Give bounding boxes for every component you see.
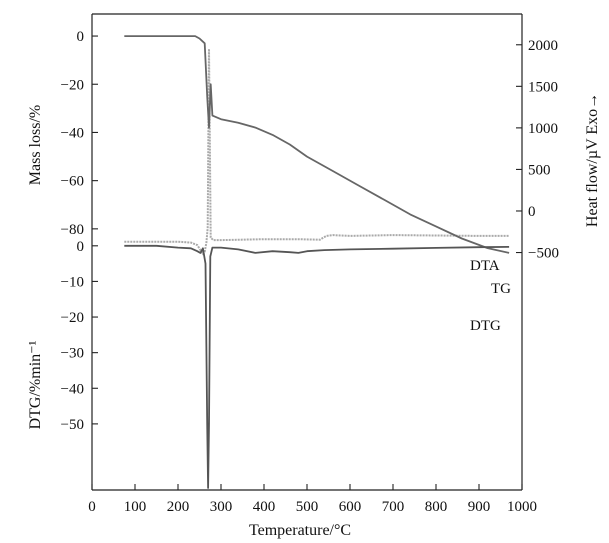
mass-loss-tick-label: −80 [61, 222, 84, 238]
x-axis-ticks: 0 100 200 300 400 500 600 700 800 900 1000 [88, 484, 537, 515]
heat-flow-axis-label: Heat flow/µV Exo→ [584, 93, 601, 227]
heat-flow-tick-label: 1000 [528, 121, 558, 137]
series-layer [124, 35, 510, 489]
x-tick-label: 700 [382, 499, 405, 515]
dtg-tick-label: −50 [61, 417, 84, 433]
heat-flow-tick-label: −500 [528, 246, 559, 262]
heat-flow-tick-label: 0 [528, 204, 536, 220]
x-tick-label: 400 [253, 499, 276, 515]
x-tick-label: 800 [425, 499, 448, 515]
mass-loss-axis-label: Mass loss/% [27, 105, 44, 185]
series-label-dtg: DTG [470, 318, 501, 334]
series-label-tg: TG [491, 281, 511, 297]
heat-flow-tick-label: 1500 [528, 79, 558, 95]
x-axis-label: Temperature/°C [249, 522, 351, 539]
heat-flow-axis-ticks: 2000 1500 1000 500 0 −500 [516, 38, 559, 262]
x-tick-label: 100 [124, 499, 147, 515]
mass-loss-tick-label: 0 [77, 29, 85, 45]
series-label-dta: DTA [470, 258, 500, 274]
tg-series-line [124, 35, 510, 254]
heat-flow-tick-label: 2000 [528, 38, 558, 54]
dtg-axis-ticks: 0 −10 −20 −30 −40 −50 [61, 239, 98, 433]
x-tick-label: 0 [88, 499, 96, 515]
heat-flow-tick-label: 500 [528, 162, 551, 178]
x-tick-label: 300 [210, 499, 233, 515]
x-tick-label: 1000 [507, 499, 537, 515]
x-tick-label: 600 [339, 499, 362, 515]
dtg-tick-label: −20 [61, 310, 84, 326]
dta-series-line [124, 47, 510, 256]
mass-loss-tick-label: −20 [61, 77, 84, 93]
dtg-tick-label: 0 [77, 239, 85, 255]
dtg-tick-label: −30 [61, 346, 84, 362]
dtg-tick-label: −40 [61, 381, 84, 397]
mass-loss-tick-label: −60 [61, 174, 84, 190]
dtg-series-line [124, 244, 510, 489]
x-tick-label: 900 [468, 499, 491, 515]
mass-loss-axis-ticks: 0 −20 −40 −60 −80 [61, 29, 98, 238]
dtg-tick-label: −10 [61, 274, 84, 290]
mass-loss-tick-label: −40 [61, 125, 84, 141]
x-tick-label: 500 [296, 499, 319, 515]
x-tick-label: 200 [167, 499, 190, 515]
dtg-axis-label: DTG/%min⁻¹ [27, 340, 44, 429]
